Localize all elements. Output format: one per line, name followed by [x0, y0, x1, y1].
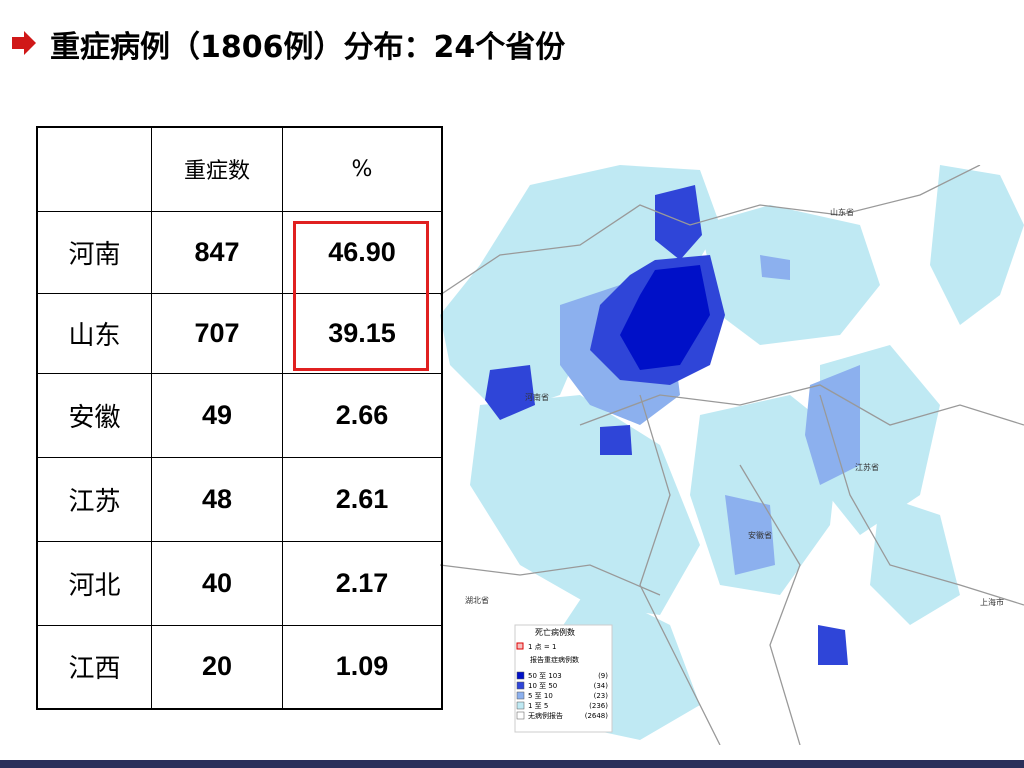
slide-title: 重症病例（1806例）分布：24个省份: [50, 30, 566, 65]
map-label: 江苏省: [855, 462, 879, 472]
table-cell: 49: [151, 372, 283, 458]
legend-text: (9): [598, 672, 608, 680]
legend-text: (23): [594, 692, 609, 700]
table-cell: 2.17: [282, 540, 443, 626]
table-cell: 安徽: [36, 372, 152, 458]
table-row: 江苏 48 2.61: [36, 456, 443, 542]
table-cell: 2.66: [282, 372, 443, 458]
legend-swatch: [516, 681, 525, 690]
table-cell: 40: [151, 540, 283, 626]
table-cell: 河南: [36, 210, 152, 294]
legend-text: (34): [594, 682, 609, 690]
table-cell: 2.61: [282, 456, 443, 542]
highlight-box: [293, 221, 429, 371]
legend-text: 报告重症病例数: [530, 655, 579, 664]
table-cell: [36, 126, 152, 212]
legend-swatch: [516, 671, 525, 680]
table-row: 河南 847 46.90: [36, 210, 443, 294]
legend-swatch: [516, 711, 525, 720]
map: 山东省 河南省 江苏省 安徽省 湖北省 上海市 死亡病例数 1 点 = 1 报告…: [440, 165, 1024, 745]
table-cell: 707: [151, 292, 283, 374]
table-cell: 48: [151, 456, 283, 542]
table-cell: 847: [151, 210, 283, 294]
legend-text: (2648): [585, 712, 609, 720]
table-row: 重症数%: [36, 126, 443, 212]
legend-text: 5 至 10: [528, 692, 553, 700]
bullet-arrow: [12, 31, 36, 55]
legend-text: 死亡病例数: [535, 627, 575, 637]
table-row: 山东 707 39.15: [36, 292, 443, 374]
table-cell: 重症数: [151, 126, 283, 212]
table-cell: 46.90: [282, 210, 443, 294]
legend-text: 1 至 5: [528, 702, 548, 710]
case-table: 重症数% 河南 847 46.90 山东 707 39.15 安徽 49 2.66 江苏 48 2.61…: [36, 126, 443, 710]
legend-swatch: [516, 691, 525, 700]
table-cell: 山东: [36, 292, 152, 374]
footer-bar: [0, 760, 1024, 768]
map-legend: 死亡病例数 1 点 = 1 报告重症病例数 50 至 103 (9) 10 至 50…: [514, 624, 613, 733]
table-cell: 20: [151, 624, 283, 710]
table-cell: 江西: [36, 624, 152, 710]
map-label: 河南省: [525, 392, 549, 402]
map-label: 湖北省: [465, 595, 489, 605]
legend-text: 无病例报告: [528, 711, 563, 720]
map-darkest-areas: [620, 265, 710, 370]
map-label: 上海市: [980, 597, 1004, 607]
legend-text: 50 至 103: [528, 672, 562, 680]
legend-text: 10 至 50: [528, 682, 557, 690]
legend-swatch: [516, 701, 525, 710]
map-light-areas: [440, 165, 1024, 740]
table-cell: %: [282, 126, 443, 212]
table-cell: 河北: [36, 540, 152, 626]
legend-text: (236): [589, 702, 608, 710]
table-row: 河北 40 2.17: [36, 540, 443, 626]
table-cell: 江苏: [36, 456, 152, 542]
table-cell: 39.15: [282, 292, 443, 374]
table-row: 安徽 49 2.66: [36, 372, 443, 458]
table-row: 江西 20 1.09: [36, 624, 443, 710]
legend-text: 1 点 = 1: [528, 643, 556, 651]
map-label: 山东省: [830, 207, 854, 217]
table-cell: 1.09: [282, 624, 443, 710]
province-borders: [440, 165, 1024, 745]
map-label: 安徽省: [748, 530, 772, 540]
